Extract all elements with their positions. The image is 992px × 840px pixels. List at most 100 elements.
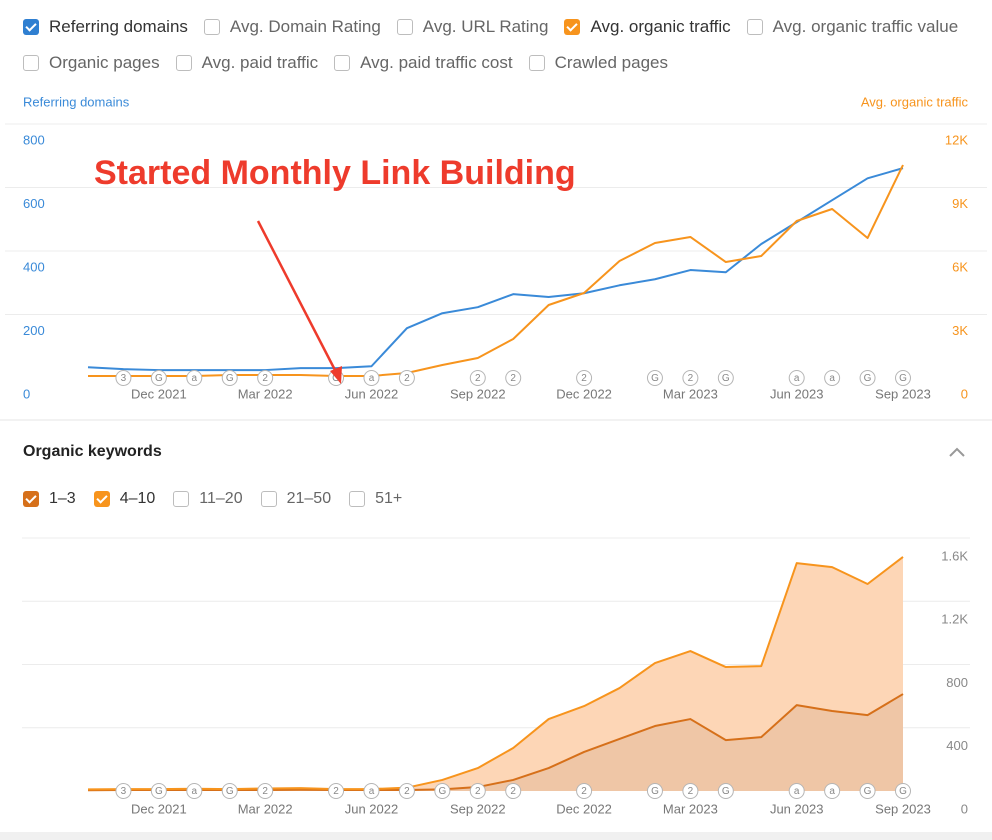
checkbox-item[interactable]: 51+ <box>349 490 402 508</box>
checkbox[interactable] <box>175 55 192 71</box>
collapse-chevron[interactable] <box>949 447 965 457</box>
event-marker-label: G <box>899 786 907 797</box>
checkbox-item[interactable]: 4–10 <box>93 490 155 508</box>
event-marker <box>682 370 699 386</box>
event-marker-label: 3 <box>121 786 127 797</box>
checkbox-item[interactable]: Avg. paid traffic <box>175 53 318 73</box>
y-tick-label: 0 <box>23 386 30 401</box>
checkbox-label: 51+ <box>375 490 403 507</box>
series-line <box>87 167 904 372</box>
checkbox-label: 21–50 <box>286 490 332 507</box>
event-marker-label: G <box>722 373 730 384</box>
y2-tick-label: 9K <box>952 196 968 211</box>
event-marker-label: 2 <box>510 786 516 797</box>
checkbox-label: 11–20 <box>199 490 243 507</box>
event-marker <box>257 783 274 799</box>
x-tick-label: Sep 2023 <box>875 801 931 816</box>
checkbox-item[interactable]: Avg. organic traffic <box>564 17 731 37</box>
event-marker <box>788 783 805 799</box>
event-marker <box>717 370 734 386</box>
series-area <box>88 694 903 791</box>
checkbox[interactable] <box>349 491 366 507</box>
event-marker-label: G <box>155 786 163 797</box>
checkbox-label: Organic pages <box>49 53 160 72</box>
checkbox-item[interactable]: Avg. URL Rating <box>396 17 549 37</box>
event-marker <box>221 370 238 386</box>
x-tick-label: Mar 2022 <box>238 801 293 816</box>
event-marker-label: G <box>332 373 340 384</box>
event-marker <box>150 783 167 799</box>
checkbox-label: Crawled pages <box>554 53 668 72</box>
event-marker <box>717 783 734 799</box>
checkbox-label: Avg. Domain Rating <box>229 17 381 36</box>
checkbox-item[interactable]: Avg. Domain Rating <box>203 17 381 37</box>
event-marker-label: 2 <box>333 786 339 797</box>
event-marker-label: 2 <box>475 373 481 384</box>
y2-tick-label: 6K <box>952 259 968 274</box>
checkbox[interactable] <box>23 55 39 71</box>
event-marker-label: G <box>438 786 446 797</box>
checkbox-item[interactable]: Avg. paid traffic cost <box>334 53 513 73</box>
checkbox-label: Referring domains <box>49 17 188 36</box>
section-title: Organic keywords <box>23 443 162 460</box>
event-marker-label: 2 <box>510 373 516 384</box>
checkbox[interactable] <box>746 19 763 35</box>
x-tick-label: Dec 2022 <box>556 386 612 401</box>
y2-axis-title: Avg. organic traffic <box>861 94 969 109</box>
event-marker <box>895 370 911 386</box>
x-tick-label: Sep 2023 <box>875 386 931 401</box>
event-marker <box>682 783 699 799</box>
event-marker <box>363 783 380 799</box>
checkbox-label: Avg. paid traffic cost <box>360 53 513 72</box>
x-tick-label: Sep 2022 <box>450 386 506 401</box>
x-tick-label: Dec 2021 <box>131 386 187 401</box>
checkbox-label: Avg. organic traffic value <box>772 17 959 36</box>
y-tick-label: 800 <box>946 675 968 690</box>
checkbox-item[interactable]: Crawled pages <box>528 53 668 73</box>
x-tick-label: Mar 2022 <box>238 386 293 401</box>
event-marker <box>824 370 841 386</box>
checkbox-label: Avg. URL Rating <box>422 17 549 36</box>
metric-row: Referring domains Avg. Domain Rating Avg. … <box>23 17 958 37</box>
annotation-arrowhead <box>330 366 342 384</box>
checkbox-label: 1–3 <box>49 490 76 507</box>
checkbox[interactable] <box>528 55 545 71</box>
event-marker <box>221 783 238 799</box>
y-tick-label: 400 <box>946 738 968 753</box>
event-marker-label: G <box>722 786 730 797</box>
event-marker <box>186 783 203 799</box>
y-tick-label: 1.2K <box>941 612 968 627</box>
checkbox[interactable] <box>173 491 190 507</box>
checkbox-item[interactable]: 21–50 <box>260 490 332 508</box>
checkbox[interactable] <box>23 491 39 507</box>
checkbox[interactable] <box>23 19 39 35</box>
event-marker <box>469 370 486 386</box>
checkbox[interactable] <box>260 491 277 507</box>
y2-tick-label: 0 <box>961 386 968 401</box>
event-marker-label: 2 <box>688 786 694 797</box>
checkbox-item[interactable]: Organic pages <box>23 53 160 73</box>
event-marker-label: a <box>794 373 800 384</box>
event-marker-label: a <box>369 786 375 797</box>
checkbox-item[interactable]: 1–3 <box>23 490 76 508</box>
series-line <box>87 164 904 377</box>
checkbox-item[interactable]: 11–20 <box>173 490 243 508</box>
event-marker <box>576 783 593 799</box>
checkbox-item[interactable]: Referring domains <box>23 17 188 37</box>
event-marker <box>257 370 274 386</box>
event-marker <box>115 783 132 799</box>
checkbox[interactable] <box>203 19 220 35</box>
event-marker <box>363 370 380 386</box>
checkbox[interactable] <box>564 19 581 35</box>
event-marker-label: 2 <box>404 786 410 797</box>
event-marker <box>434 783 451 799</box>
checkbox-item[interactable]: Avg. organic traffic value <box>746 17 959 37</box>
event-marker <box>859 370 876 386</box>
footer-band <box>0 832 992 840</box>
checkbox[interactable] <box>396 19 413 35</box>
checkbox[interactable] <box>93 491 110 507</box>
event-marker <box>186 370 203 386</box>
checkbox[interactable] <box>334 55 351 71</box>
y-tick-label: 600 <box>23 196 45 211</box>
